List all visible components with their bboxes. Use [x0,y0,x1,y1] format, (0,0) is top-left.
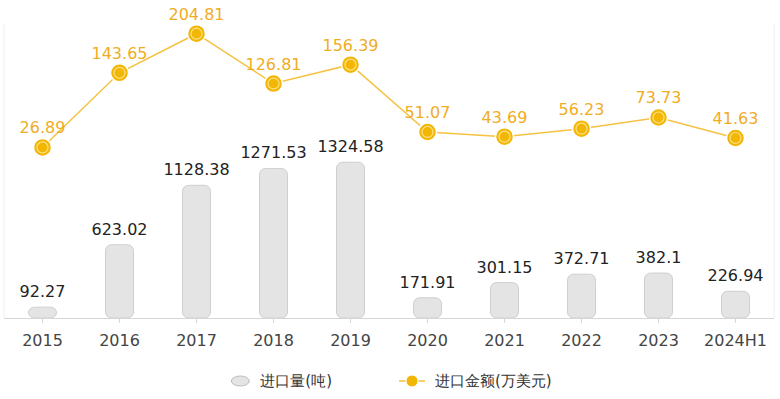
line-label: 204.81 [169,5,225,24]
x-tick [42,318,43,323]
line-label: 56.23 [559,100,605,119]
x-tick-label: 2021 [484,331,525,350]
labels: 92.27 623.02 1128.38 1271.53 1324.58 171.91 30… [20,5,764,301]
bar-label: 372.71 [554,249,610,268]
x-tick [350,318,351,323]
line-marker [342,56,360,74]
bar [260,168,288,318]
y-axis-line [4,24,5,318]
line-label: 26.89 [20,118,66,137]
legend-label: 进口量(吨) [260,372,332,390]
line-marker [265,75,283,93]
legend-item: 进口量(吨) [231,372,332,390]
legend-item: 进口金额(万美元) [399,372,552,390]
line-label: 73.73 [636,88,682,107]
bar-label: 382.1 [636,248,682,267]
line-marker [111,64,129,82]
x-tick-label: 2020 [407,331,448,350]
x-tick-label: 2019 [330,331,371,350]
line-marker [573,120,591,138]
line-marker [188,25,206,43]
x-tick-label: 2016 [99,331,140,350]
x-tick [735,318,736,323]
bar [568,274,596,318]
bar [337,162,365,318]
x-tick-label: 2017 [176,331,217,350]
bar-label: 92.27 [20,282,66,301]
line-marker [650,108,668,126]
line-label: 143.65 [92,44,148,63]
x-tick [427,318,428,323]
line-label: 51.07 [405,103,451,122]
legend-label: 进口金额(万美元) [435,372,552,390]
bar-label: 1271.53 [240,143,306,162]
x-tick-label: 2015 [22,331,63,350]
bar-label: 1128.38 [163,160,229,179]
y2-axis-line [774,24,775,318]
line-marker [419,123,437,141]
bar-label: 301.15 [477,258,533,277]
bar [491,283,519,318]
bar-label: 1324.58 [317,137,383,156]
x-tick [581,318,582,323]
bar [722,291,750,318]
x-tick [273,318,274,323]
bar [183,185,211,318]
line-marker [34,138,52,156]
bar [414,298,442,318]
x-tick-label: 2022 [561,331,602,350]
bar [645,273,673,318]
line [43,34,736,148]
x-tick-label: 2018 [253,331,294,350]
x-tick-label: 2023 [638,331,679,350]
x-tick [658,318,659,323]
marks [29,25,750,318]
line-label: 126.81 [246,55,302,74]
line-marker [727,129,745,147]
bar-label: 623.02 [92,220,148,239]
bar [106,245,134,318]
x-tick-label: 2024H1 [704,331,767,350]
line-label: 41.63 [713,109,759,128]
legend-swatch [231,376,249,386]
line-label: 156.39 [323,36,379,55]
line-label: 43.69 [482,108,528,127]
x-tick [119,318,120,323]
legend: 进口量(吨) 进口金额(万美元) [231,372,551,390]
x-tick [196,318,197,323]
line-marker [496,128,514,146]
chart: 92.27 623.02 1128.38 1271.53 1324.58 171.91 30… [0,0,780,399]
bar [29,307,57,318]
bar-label: 226.94 [708,266,764,285]
legend-marker [406,375,418,387]
bar-label: 171.91 [400,273,456,292]
x-tick [504,318,505,323]
